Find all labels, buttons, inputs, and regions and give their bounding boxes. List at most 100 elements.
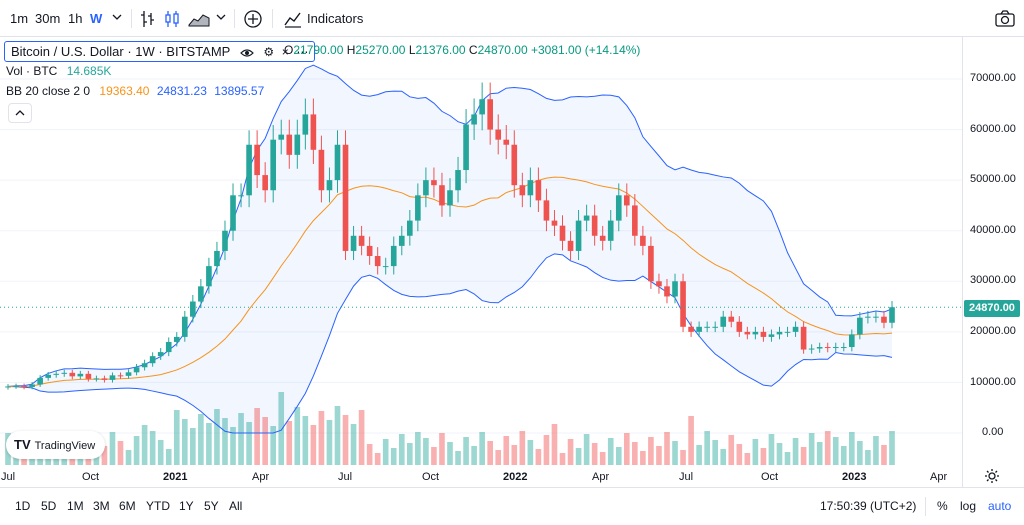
eye-icon[interactable] — [239, 44, 254, 63]
range-3m[interactable]: 3M — [93, 499, 110, 513]
volume-bar — [511, 445, 518, 465]
time-axis-settings-icon[interactable] — [984, 468, 1000, 489]
candle-body — [471, 114, 477, 125]
bars-style-icon[interactable] — [140, 10, 156, 28]
candle-body — [37, 377, 43, 385]
price-axis[interactable] — [962, 37, 1024, 487]
volume-bar — [607, 438, 614, 465]
candle-body — [832, 347, 839, 349]
candle-body — [672, 281, 678, 297]
camera-icon[interactable] — [995, 10, 1015, 28]
candle-body — [784, 331, 791, 333]
interval-w[interactable]: W — [90, 11, 103, 26]
volume-bar — [881, 445, 887, 465]
range-1m[interactable]: 1M — [67, 499, 84, 513]
volume-bar — [133, 436, 140, 465]
volume-bar — [840, 446, 847, 465]
volume-bar — [865, 450, 871, 465]
candle-body — [294, 134, 301, 155]
candle-body — [543, 200, 550, 221]
volume-bar — [712, 440, 719, 465]
volume-bar — [849, 432, 855, 465]
candle-body — [358, 235, 365, 246]
indicators-icon[interactable] — [284, 10, 302, 28]
volume-bar — [535, 449, 542, 465]
candle-body — [455, 170, 461, 191]
candle-body — [865, 316, 871, 318]
candle-body — [736, 321, 743, 332]
candle-body — [688, 326, 694, 332]
interval-1m[interactable]: 1m — [10, 11, 29, 26]
bb-lower-value: 13895.57 — [214, 84, 265, 98]
candle-body — [270, 139, 277, 191]
bb-legend[interactable]: BB 20 close 2 0 19363.40 24831.23 13895.… — [6, 84, 264, 98]
auto-toggle[interactable]: auto — [988, 499, 1012, 513]
candle-body — [744, 331, 751, 335]
volume-bar — [784, 452, 791, 465]
volume-bar — [374, 453, 381, 465]
volume-bar — [463, 437, 469, 465]
bottom-divider — [925, 497, 926, 516]
open-label: O — [284, 43, 294, 57]
range-5y[interactable]: 5Y — [204, 499, 219, 513]
remove-icon[interactable]: × — [281, 45, 289, 59]
volume-bar — [125, 450, 132, 465]
candle-body — [857, 317, 863, 335]
range-5d[interactable]: 5D — [41, 499, 57, 513]
log-toggle[interactable]: log — [960, 499, 977, 513]
volume-label: Vol · BTC — [6, 64, 58, 78]
chevron-down-icon[interactable] — [216, 12, 226, 26]
candle-body — [439, 185, 445, 206]
candle-body — [495, 129, 502, 140]
volume-bar — [181, 419, 188, 465]
symbol-title[interactable]: Bitcoin / U.S. Dollar · 1W · BITSTAMP ⚙ … — [4, 41, 316, 63]
volume-bar — [808, 433, 815, 465]
candle-body — [109, 375, 116, 380]
volume-bar — [792, 438, 799, 465]
range-6m[interactable]: 6M — [119, 499, 136, 513]
indicators-button[interactable]: Indicators — [307, 11, 364, 26]
settings-icon[interactable]: ⚙ — [263, 45, 275, 59]
volume-bar — [165, 449, 172, 465]
volume-bar — [768, 434, 775, 465]
candle-body — [599, 235, 606, 241]
volume-value: 14.685K — [66, 64, 112, 78]
price-label: 30000.00 — [970, 274, 1016, 286]
price-chart[interactable] — [0, 37, 962, 467]
candles-icon[interactable] — [164, 10, 180, 28]
interval-30m[interactable]: 30m — [35, 11, 61, 26]
candle-body — [696, 326, 702, 332]
volume-bar — [744, 453, 751, 465]
candle-body — [535, 180, 542, 201]
high-value: 25270.00 — [355, 43, 406, 57]
add-compare-icon[interactable] — [243, 9, 263, 29]
volume-bar — [366, 444, 373, 465]
chevron-down-icon[interactable] — [112, 12, 122, 26]
candle-body — [198, 286, 204, 302]
range-ytd[interactable]: YTD — [146, 499, 170, 513]
open-value: 21790.00 — [293, 43, 344, 57]
tradingview-logo[interactable]: TV TradingView — [6, 431, 106, 459]
volume-bar — [632, 442, 638, 465]
clock[interactable]: 17:50:39 (UTC+2) — [820, 499, 917, 513]
collapse-legend-button[interactable] — [8, 103, 32, 123]
candle-body — [623, 195, 630, 206]
area-chart-icon[interactable] — [188, 11, 210, 27]
candle-body — [567, 240, 574, 251]
range-1y[interactable]: 1Y — [179, 499, 194, 513]
more-icon[interactable]: ⋯ — [296, 45, 309, 59]
percent-toggle[interactable]: % — [937, 499, 948, 513]
range-1d[interactable]: 1D — [15, 499, 31, 513]
time-label: 2023 — [842, 471, 867, 483]
candle-body — [583, 215, 590, 221]
volume-legend[interactable]: Vol · BTC 14.685K — [6, 64, 111, 78]
range-all[interactable]: All — [229, 499, 243, 513]
price-label: 70000.00 — [970, 72, 1016, 84]
interval-1h[interactable]: 1h — [68, 11, 83, 26]
volume-bar — [623, 433, 630, 465]
candle-body — [415, 195, 421, 221]
candle-body — [21, 385, 27, 387]
volume-bar — [214, 409, 220, 465]
volume-bar — [157, 440, 164, 465]
volume-bar — [447, 442, 453, 465]
